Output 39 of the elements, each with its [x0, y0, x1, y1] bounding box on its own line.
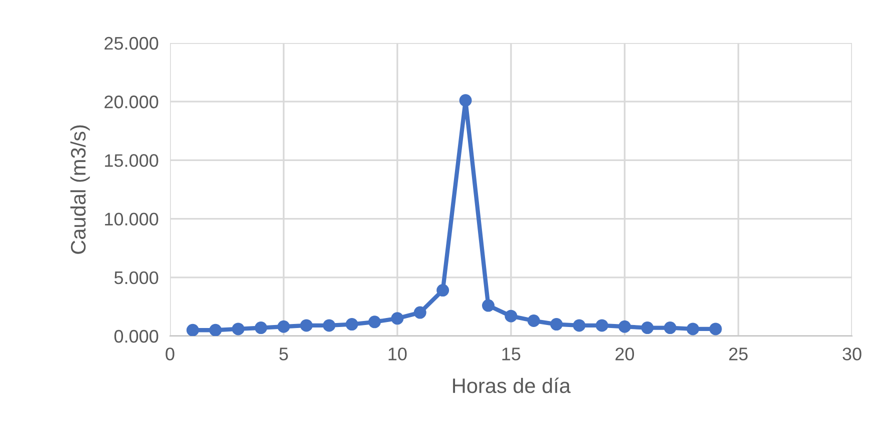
point — [277, 320, 290, 333]
point — [550, 318, 563, 331]
x-tick-label: 25 — [729, 348, 748, 360]
y-tick-label: 5.000 — [114, 271, 158, 284]
point — [572, 319, 586, 332]
point — [209, 324, 222, 336]
point — [618, 320, 631, 333]
point — [596, 319, 608, 332]
y-tick-label: 10.000 — [105, 212, 158, 226]
point — [686, 322, 700, 336]
y-tick-label: 25.000 — [104, 36, 158, 50]
point — [346, 318, 358, 331]
point — [482, 299, 495, 312]
point — [504, 310, 518, 322]
y-tick-label: 15.000 — [105, 154, 158, 167]
point — [436, 284, 450, 297]
x-tick-label: 20 — [616, 348, 634, 360]
point — [414, 306, 426, 319]
point — [232, 322, 244, 336]
point — [254, 322, 268, 334]
x-tick-label: 5 — [279, 348, 288, 360]
point — [664, 322, 676, 334]
point — [527, 314, 540, 328]
x-axis-title: Horas de día — [453, 378, 571, 394]
point — [709, 322, 722, 336]
y-tick-label: 0.000 — [114, 330, 158, 343]
x-tick-label: 30 — [842, 348, 862, 360]
point — [322, 319, 336, 332]
y-tick-label: 20.000 — [104, 96, 158, 108]
point — [300, 319, 313, 332]
y-axis-title: Caudal (m3/s) — [70, 125, 90, 254]
x-tick-label: 15 — [502, 348, 520, 360]
point — [391, 312, 404, 325]
x-tick-label: 10 — [388, 348, 407, 360]
point — [368, 316, 381, 328]
point — [459, 94, 472, 107]
x-tick-label: 0 — [166, 348, 174, 360]
point — [641, 322, 654, 334]
point — [186, 324, 199, 336]
